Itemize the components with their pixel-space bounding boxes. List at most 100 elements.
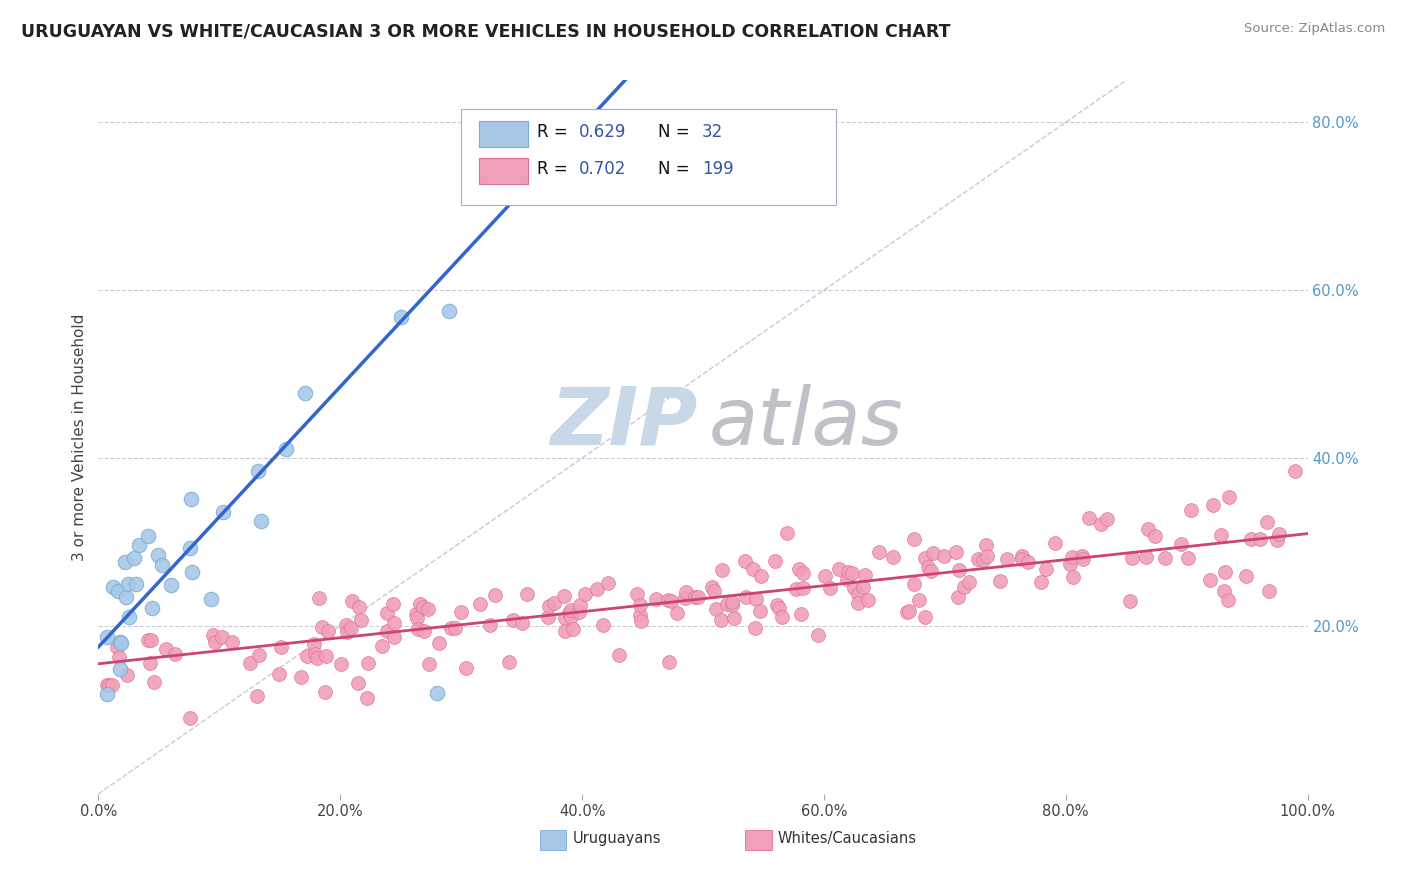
Point (846, 596, 869, 610)
Point (792, 566, 814, 580)
Point (607, 648, 630, 662)
Point (721, 595, 744, 609)
Point (828, 562, 851, 576)
Point (749, 604, 772, 618)
Point (846, 587, 869, 601)
Point (356, 691, 378, 706)
Point (657, 593, 679, 607)
Point (1121, 550, 1143, 565)
Point (150, 558, 173, 572)
Point (626, 587, 648, 601)
Text: N =: N = (658, 161, 695, 178)
Point (720, 598, 742, 612)
Point (882, 550, 904, 565)
Point (412, 624, 434, 638)
Point (995, 552, 1018, 566)
Point (381, 597, 404, 611)
Point (200, 592, 222, 607)
Point (498, 655, 520, 669)
Point (1043, 536, 1066, 550)
Point (749, 568, 772, 582)
Point (146, 548, 169, 562)
Point (553, 589, 575, 603)
Point (543, 596, 565, 610)
Point (98, 678, 121, 692)
Point (340, 594, 363, 608)
Point (450, 605, 472, 619)
Point (644, 592, 666, 607)
Point (382, 630, 405, 644)
Point (382, 616, 405, 631)
Point (716, 598, 738, 612)
Point (957, 574, 980, 589)
Point (560, 603, 582, 617)
Point (734, 590, 756, 604)
Point (920, 564, 942, 578)
Text: Source: ZipAtlas.com: Source: ZipAtlas.com (1244, 22, 1385, 36)
FancyBboxPatch shape (745, 830, 772, 849)
Point (1143, 529, 1166, 543)
Text: 0.702: 0.702 (578, 161, 626, 178)
Point (537, 610, 560, 624)
Point (427, 636, 450, 650)
Point (948, 563, 970, 577)
Point (568, 598, 591, 612)
Point (371, 639, 394, 653)
Point (914, 609, 936, 624)
Point (766, 598, 789, 612)
FancyBboxPatch shape (461, 109, 837, 205)
Point (914, 550, 936, 565)
Point (108, 661, 131, 675)
Point (898, 604, 921, 618)
Text: atlas: atlas (709, 384, 904, 462)
Point (316, 624, 339, 639)
Point (1060, 549, 1083, 564)
Point (389, 310, 412, 324)
Point (406, 611, 429, 625)
Point (250, 514, 273, 528)
Point (117, 577, 139, 591)
Point (574, 587, 596, 601)
FancyBboxPatch shape (479, 121, 527, 146)
Point (763, 554, 786, 568)
Point (143, 675, 166, 690)
Point (139, 656, 162, 670)
Point (1256, 515, 1278, 529)
Point (211, 631, 233, 645)
Point (468, 597, 491, 611)
Point (181, 565, 204, 579)
Point (294, 385, 316, 400)
Point (1095, 512, 1118, 526)
Point (141, 601, 163, 615)
Point (510, 616, 533, 631)
Point (1071, 552, 1094, 566)
Point (856, 593, 879, 607)
Point (1234, 569, 1257, 583)
Point (416, 601, 439, 615)
Point (405, 607, 427, 621)
Point (703, 583, 725, 598)
Point (290, 670, 312, 684)
Point (630, 614, 652, 628)
Point (107, 584, 129, 599)
Y-axis label: 3 or more Vehicles in Household: 3 or more Vehicles in Household (72, 313, 87, 561)
Point (952, 581, 974, 595)
Point (239, 656, 262, 670)
Point (1202, 498, 1225, 512)
Point (1070, 549, 1092, 563)
Point (101, 678, 124, 692)
Point (974, 538, 997, 552)
Point (1177, 551, 1199, 566)
Point (744, 621, 766, 635)
Point (336, 624, 359, 639)
Point (661, 593, 683, 607)
Point (179, 711, 201, 725)
Point (1170, 537, 1192, 551)
Point (1136, 523, 1159, 537)
Point (1035, 561, 1057, 575)
Point (269, 667, 291, 681)
Point (315, 648, 337, 663)
Point (734, 554, 756, 568)
Point (908, 592, 931, 607)
Point (96, 687, 118, 701)
